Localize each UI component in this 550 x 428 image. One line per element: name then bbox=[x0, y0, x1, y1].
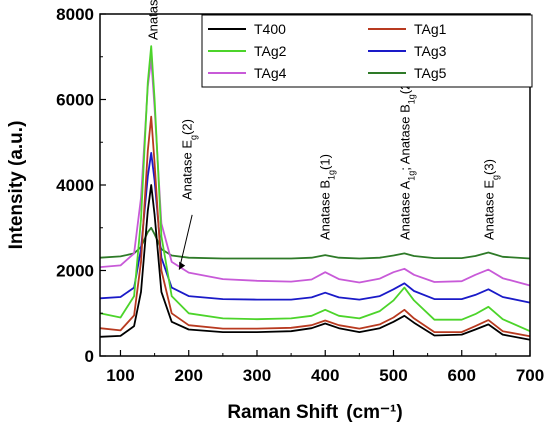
legend-label-tag1: TAg1 bbox=[414, 21, 447, 37]
y-tick-label: 4000 bbox=[56, 176, 94, 195]
series-line-tag2 bbox=[99, 45, 531, 333]
annotation-b1g1: Anatase B1g(1) bbox=[318, 154, 337, 240]
eg2-arrow-shaft bbox=[178, 214, 193, 270]
y-axis-title: Intensity (a.u.) bbox=[6, 121, 27, 250]
legend: T400 TAg1 TAg2 TAg3 TAg4 TAg5 bbox=[201, 14, 533, 88]
x-tick-label: 400 bbox=[311, 366, 339, 385]
legend-box bbox=[201, 14, 533, 88]
legend-label-tag2: TAg2 bbox=[254, 43, 287, 59]
legend-label-tag4: TAg4 bbox=[254, 65, 287, 81]
series-line-tag3 bbox=[99, 152, 531, 304]
x-axis-title: Raman Shift (cm⁻¹) bbox=[227, 402, 402, 423]
legend-label-tag3: TAg3 bbox=[414, 43, 447, 59]
tick-layer: 100 200 300 400 500 600 700 0 2000 4000 6000 8000 bbox=[56, 5, 544, 385]
x-tick-label: 500 bbox=[379, 366, 407, 385]
x-tick-label: 600 bbox=[448, 366, 476, 385]
y-tick-label: 0 bbox=[85, 347, 94, 366]
y-tick-label: 2000 bbox=[56, 262, 94, 281]
x-tick-label: 300 bbox=[243, 366, 271, 385]
series-line-tag5 bbox=[99, 226, 531, 260]
x-tick-label: 200 bbox=[175, 366, 203, 385]
eg2-arrow-head bbox=[179, 261, 186, 270]
series-layer bbox=[99, 45, 531, 341]
y-tick-label: 6000 bbox=[56, 91, 94, 110]
legend-label-t400: T400 bbox=[254, 21, 286, 37]
y-tick-label: 8000 bbox=[56, 5, 94, 24]
annotation-eg2: Anatase Eg(2) bbox=[180, 119, 199, 200]
annotation-eg1: Anatase Eg(1) bbox=[146, 0, 165, 40]
legend-label-tag5: TAg5 bbox=[414, 65, 447, 81]
annotation-eg3: Anatase Eg(3) bbox=[481, 159, 500, 240]
x-tick-label: 100 bbox=[106, 366, 134, 385]
series-line-tag1 bbox=[99, 115, 531, 338]
series-line-t400 bbox=[99, 184, 531, 341]
x-tick-label: 700 bbox=[516, 366, 544, 385]
